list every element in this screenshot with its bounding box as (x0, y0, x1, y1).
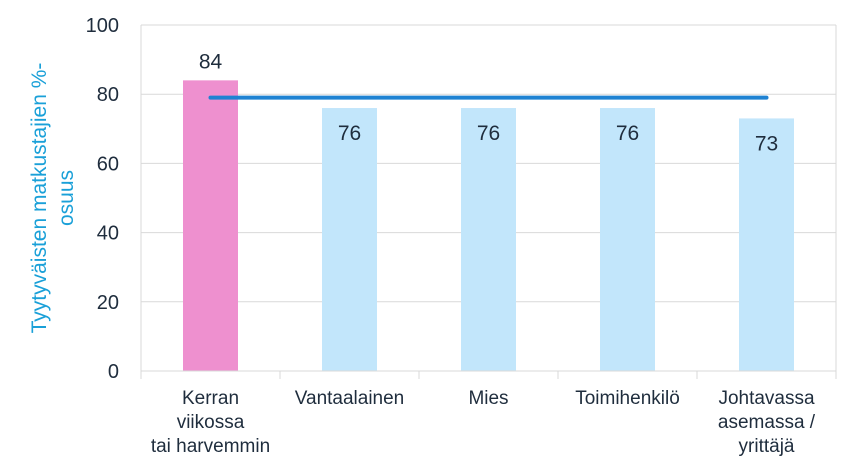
data-label: 76 (616, 122, 639, 145)
data-label: 73 (755, 132, 778, 155)
x-category-label: tai harvemmin (151, 436, 270, 457)
bar (183, 80, 238, 372)
y-tick-label: 100 (86, 15, 119, 37)
y-axis-title-line: Tyytyväisten matkustajien %- (28, 63, 51, 334)
bar (739, 118, 794, 371)
y-axis-title-line: osuus (55, 170, 78, 226)
y-tick-label: 0 (108, 361, 119, 383)
y-axis-title: Tyytyväisten matkustajien %- osuus (28, 63, 78, 334)
bar (600, 108, 655, 371)
y-tick-label: 20 (97, 292, 119, 314)
bar (322, 108, 377, 371)
x-category-label: Vantaalainen (295, 388, 405, 409)
y-axis-title-layer: Tyytyväisten matkustajien %- osuus (28, 63, 78, 334)
x-category-label: Kerran (182, 388, 239, 409)
y-tick-label: 60 (97, 153, 119, 175)
data-label-layer: 84 76 76 76 73 (199, 50, 778, 155)
x-category-label: asemassa / (718, 412, 816, 433)
axis-layer: 0 20 40 60 80 100 Kerran viikossa tai harvemmin V… (86, 15, 837, 457)
x-category-label: viikossa (177, 412, 245, 433)
x-category-label: Johtavassa (718, 388, 815, 409)
data-label: 84 (199, 50, 223, 73)
data-label: 76 (477, 122, 500, 145)
y-tick-label: 80 (97, 84, 119, 106)
data-label: 76 (338, 122, 361, 145)
bar-layer (183, 80, 794, 372)
bar (461, 108, 516, 371)
y-tick-label: 40 (97, 223, 119, 245)
x-category-label: Toimihenkilö (575, 388, 680, 409)
x-category-label: yrittäjä (739, 436, 795, 457)
x-category-label: Mies (468, 388, 508, 409)
